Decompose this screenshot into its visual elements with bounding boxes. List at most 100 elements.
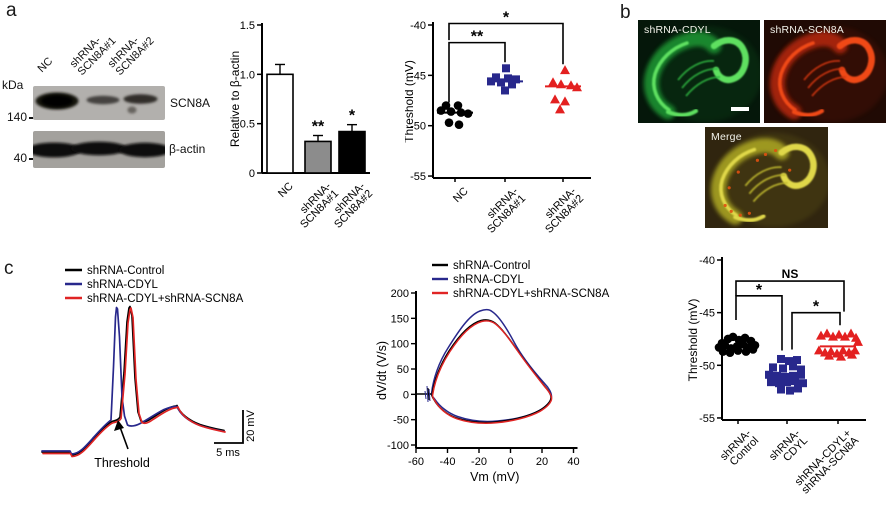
bright-edge [792, 109, 824, 117]
data-point [741, 347, 751, 356]
data-point [846, 328, 856, 338]
hippocampus-tail [778, 143, 817, 189]
phase-loop-path [430, 309, 553, 423]
y-axis-label: Threshold (mV) [686, 299, 700, 382]
kda-marker-40: 40 [13, 151, 27, 165]
y-tick-label: 50 [397, 364, 409, 376]
y-tick-label: 0.5 [240, 119, 255, 131]
fiber-band [677, 60, 715, 81]
data-point [785, 357, 793, 366]
x-tick-label: 20 [536, 456, 548, 468]
data-point [560, 96, 570, 106]
significance-bracket [448, 41, 506, 103]
significance-label: * [503, 9, 510, 26]
significance-bracket [735, 295, 783, 351]
hippocampus-body [769, 31, 848, 120]
x-tick-label: 0 [507, 456, 513, 468]
data-point [779, 364, 787, 373]
speckle [727, 186, 731, 190]
x-category-label: NC [451, 185, 471, 205]
data-point [548, 77, 558, 87]
blot-lane-label-nc: NC [36, 55, 56, 75]
x-category-label-text: shRNA-Control [718, 427, 761, 470]
data-point [456, 108, 466, 117]
data-point [814, 345, 824, 355]
data-point [767, 378, 775, 387]
bright-edge [652, 41, 689, 112]
data-point [836, 351, 846, 361]
y-tick-label: 150 [391, 313, 409, 325]
x-axis-label: Vm (mV) [470, 470, 519, 484]
speckle [723, 203, 727, 208]
y-tick-label: -55 [699, 413, 715, 425]
data-point [718, 347, 728, 356]
data-point [512, 75, 520, 84]
fluoro-image-label: Merge [711, 131, 742, 143]
bright-edge [733, 214, 766, 222]
data-point [550, 94, 560, 104]
fiber-band [811, 76, 847, 97]
y-axis-label: Threshold (mV) [405, 60, 416, 143]
y-tick-label: -55 [410, 171, 426, 183]
data-point [797, 365, 805, 374]
legend-label: shRNA-Control [453, 260, 530, 272]
data-point [492, 73, 500, 82]
bright-edge [666, 109, 698, 117]
data-point [773, 371, 781, 380]
data-point [786, 386, 794, 395]
blot-lane-label-sh2: shRNA- SCN8A#2 [106, 28, 157, 78]
fiber-band [681, 68, 719, 89]
data-point [497, 78, 505, 87]
data-point [444, 118, 454, 127]
speckle [788, 168, 792, 172]
bright-edge [778, 41, 815, 112]
phase-loop-path [431, 320, 553, 424]
y-tick-label: -45 [410, 70, 426, 82]
speckle [773, 148, 778, 153]
data-point [794, 384, 802, 393]
fiber-band [803, 60, 841, 81]
blot-band-sh2-smudge [127, 106, 137, 114]
bar [338, 130, 366, 174]
blot-protein-label-scn8a: SCN8A [170, 96, 211, 110]
y-tick-label: -40 [699, 255, 715, 267]
fiber-band [807, 68, 845, 89]
data-point [769, 363, 777, 372]
x-category-label: shRNA-CDYL [767, 427, 810, 464]
data-point [748, 345, 758, 354]
blot-band-actin-2 [71, 141, 127, 156]
blot-band-nc-core [41, 95, 73, 107]
fiber-band [752, 182, 788, 203]
data-point [501, 86, 509, 95]
scale-bar [214, 410, 244, 444]
significance-bracket [735, 280, 845, 312]
data-point [793, 356, 801, 365]
data-point [572, 82, 582, 92]
data-point [453, 101, 463, 110]
panel-b-letter: b [620, 2, 631, 23]
significance-label: * [813, 299, 820, 316]
legend-label: shRNA-CDYL+shRNA-SCN8A [453, 288, 610, 300]
y-axis-label: Relative to β-actin [228, 51, 242, 147]
significance-label: * [756, 282, 763, 299]
bright-edge [719, 147, 757, 217]
data-point [838, 345, 848, 355]
x-category-label: shRNA-SCN8A#2 [543, 185, 586, 236]
kda-marker-140: 140 [6, 110, 27, 124]
label-line: NC [276, 180, 296, 200]
scale-bar-x-label: 5 ms [216, 447, 240, 459]
y-tick-label: 100 [391, 339, 409, 351]
ap-trace-plot: shRNA-Control shRNA-CDYL shRNA-CDYL+shRNA-… [41, 265, 257, 470]
threshold-annotation: Threshold [94, 456, 150, 470]
data-point [847, 349, 857, 359]
x-category-label: shRNA-SCN8A#1 [485, 185, 528, 236]
significance-label: ** [312, 119, 325, 136]
speckle [738, 213, 742, 217]
significance-bracket [791, 311, 841, 350]
hippocampus-illustration-green [638, 20, 760, 123]
data-point [840, 331, 850, 341]
x-category-label-text: NC [451, 185, 471, 205]
y-tick-label: -45 [699, 308, 715, 320]
y-tick-label: -100 [387, 440, 409, 452]
y-tick-label: 0 [249, 168, 255, 180]
